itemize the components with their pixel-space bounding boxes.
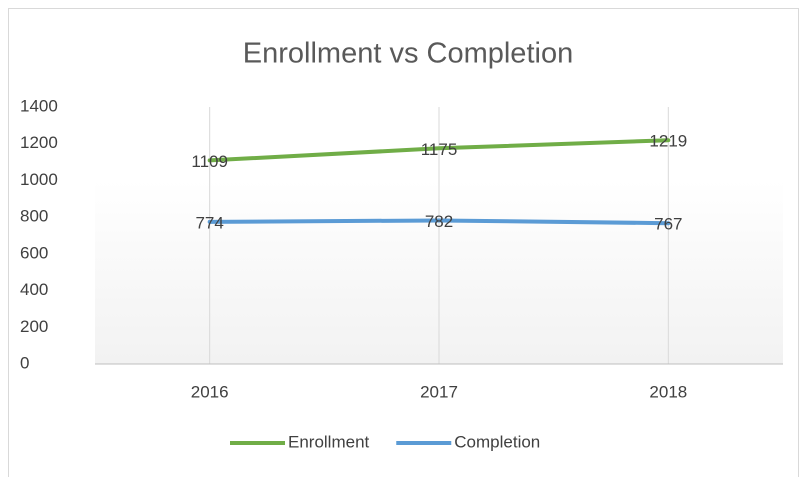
y-tick-label: 800 [20,207,48,226]
y-tick-label: 1000 [20,170,58,189]
y-tick-label: 0 [20,353,29,372]
data-label: 767 [654,215,682,234]
line-series [207,138,671,163]
data-label: 1175 [421,140,458,159]
data-label: 1219 [649,132,687,151]
data-label: 782 [425,212,453,231]
y-tick-label: 600 [20,243,48,262]
x-tick-label: 2018 [649,382,687,401]
y-tick-label: 1400 [20,96,58,115]
y-tick-label: 1200 [20,133,58,152]
y-tick-label: 400 [20,280,48,299]
y-tick-label: 200 [20,317,48,336]
legend-label: Completion [454,432,540,451]
data-label: 774 [195,213,223,232]
chart-title: Enrollment vs Completion [243,38,573,70]
x-tick-label: 2016 [191,382,229,401]
x-tick-label: 2017 [420,382,458,401]
legend-label: Enrollment [288,432,370,451]
line-series [207,218,671,226]
data-label: 1109 [191,152,228,171]
